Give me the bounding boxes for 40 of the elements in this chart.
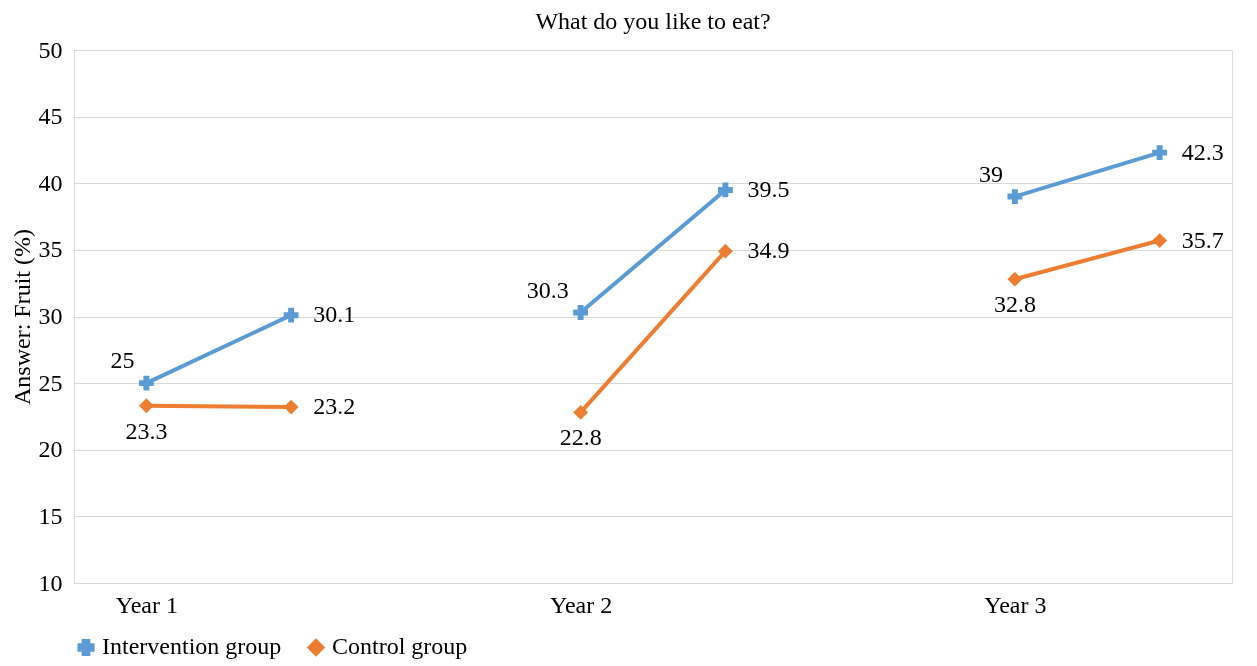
y-tick-label: 20: [38, 436, 63, 463]
point: [717, 243, 733, 259]
y-tick-label: 40: [38, 169, 63, 196]
y-tick-label: 25: [38, 369, 63, 396]
legend-label: Control group: [332, 633, 468, 660]
point: [283, 399, 299, 415]
data-label: 39: [978, 160, 1003, 187]
point: [1007, 271, 1023, 287]
data-label: 22.8: [559, 424, 602, 451]
x-tick-label: Year 1: [115, 591, 178, 618]
x-tick-label: Year 3: [984, 591, 1047, 618]
data-label: 23.3: [125, 417, 168, 444]
data-label: 30.1: [313, 301, 356, 328]
data-label: 34.9: [747, 237, 790, 264]
data-label: 35.7: [1181, 226, 1224, 253]
y-axis-title: Answer: Fruit (%): [8, 229, 35, 405]
data-label: 30.3: [526, 276, 569, 303]
x-tick-label: Year 2: [550, 591, 613, 618]
point: [138, 398, 154, 414]
y-tick-label: 10: [38, 569, 63, 596]
legend-label: Intervention group: [102, 633, 282, 660]
data-label: 42.3: [1181, 138, 1224, 165]
point: [283, 307, 299, 323]
data-label: 32.8: [993, 291, 1036, 318]
y-tick-label: 15: [38, 502, 63, 529]
point: [573, 405, 589, 420]
point: [1152, 145, 1168, 161]
y-tick-label: 45: [38, 103, 63, 130]
data-label: 25: [110, 347, 135, 374]
point: [1152, 233, 1168, 248]
data-label: 23.2: [313, 393, 356, 420]
y-tick-label: 30: [38, 303, 63, 329]
point: [138, 375, 154, 391]
chart-title: What do you like to eat?: [535, 8, 771, 34]
point: [717, 182, 733, 198]
data-label: 39.5: [747, 175, 790, 202]
point: [573, 305, 589, 320]
y-tick-label: 35: [38, 236, 63, 263]
point: [1007, 189, 1023, 204]
y-tick-label: 50: [38, 36, 63, 63]
